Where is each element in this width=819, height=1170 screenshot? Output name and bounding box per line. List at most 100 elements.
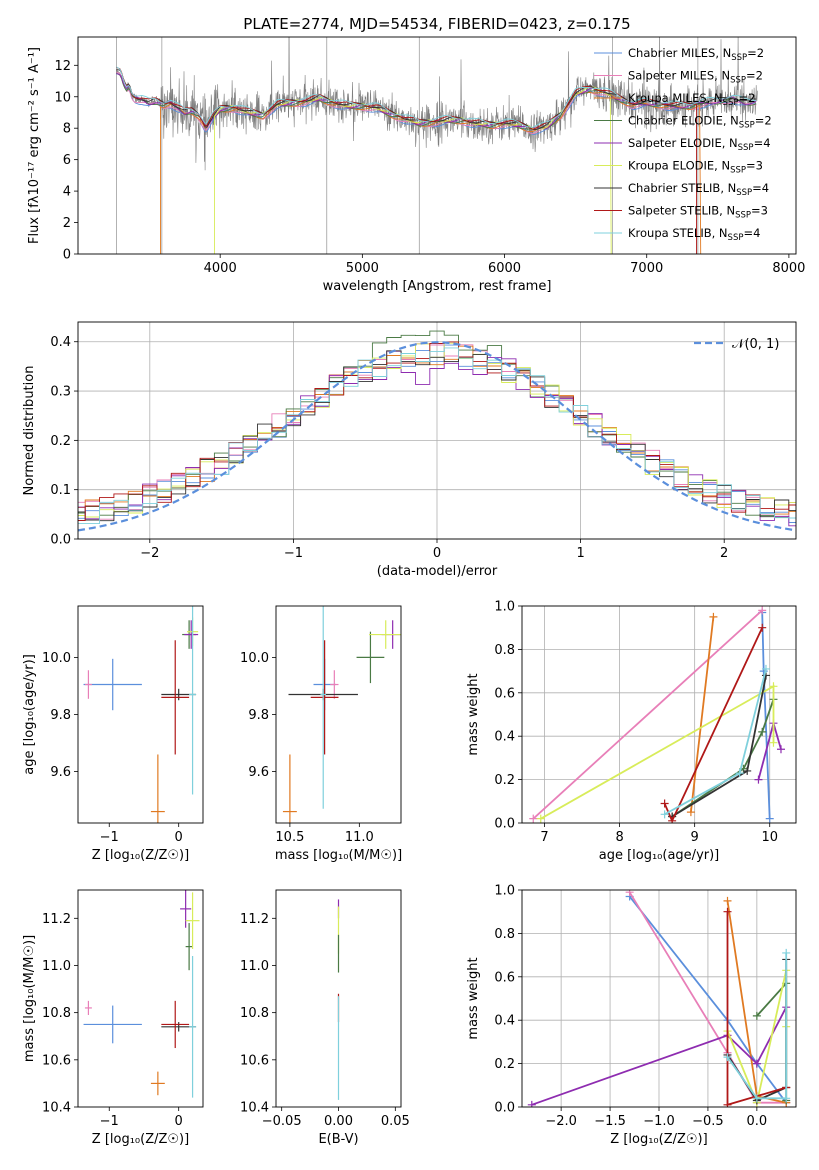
plot-area (83, 606, 199, 823)
axes-frame (77, 605, 204, 824)
errorbar-point-3 (150, 754, 165, 823)
legend-entry: Chabrier ELODIE, NSSP=2 (628, 114, 772, 131)
y-tick-label: 0.2 (50, 434, 71, 449)
legend: Chabrier MILES, NSSP=2 Salpeter MILES, NS… (594, 46, 772, 243)
y-tick-label: 9.6 (248, 765, 269, 780)
y-tick-label: 0.6 (494, 970, 515, 985)
legend-entry: 𝒩(0, 1) (732, 337, 779, 352)
x-tick-label: 10 (761, 830, 778, 845)
weight-marker (769, 738, 778, 747)
weight-marker (660, 810, 669, 819)
errorbar-point-2 (84, 1000, 92, 1016)
x-tick-label: 1 (576, 546, 584, 561)
legend-entry: Salpeter ELODIE, NSSP=4 (628, 136, 771, 153)
axes-frame (77, 889, 204, 1108)
weight-marker (758, 606, 767, 615)
x-tick-label: 7 (540, 830, 548, 845)
legend-entry: Salpeter MILES, NSSP=2 (628, 69, 763, 86)
x-tick-label: −0.05 (262, 1114, 302, 1129)
y-tick-label: 10.0 (42, 651, 71, 666)
plot-area (527, 890, 791, 1107)
normal-curve (78, 341, 796, 532)
x-tick-label: −1.0 (643, 1114, 675, 1129)
weight-marker (529, 814, 538, 823)
y-tick-label: 0.2 (494, 1057, 515, 1072)
weight-marker (723, 896, 732, 905)
x-tick-label: 0.00 (324, 1114, 353, 1129)
y-tick-label: 0.4 (494, 1014, 515, 1029)
x-tick-label: 10.5 (275, 830, 304, 845)
model-spectrum-8 (116, 67, 697, 254)
weight-marker (709, 612, 718, 621)
plot-area (78, 330, 796, 532)
weight-marker (735, 769, 744, 778)
residual-histogram-1 (78, 344, 796, 523)
model-spectrum-6 (214, 85, 612, 254)
y-tick-label: 0.3 (50, 385, 71, 400)
weight-marker (752, 1094, 761, 1103)
x-axis-label: Z [log₁₀(Z/Z☉)] (92, 1132, 189, 1147)
weight-marker (765, 814, 774, 823)
y-axis-label: age [log₁₀(age/yr)] (22, 654, 37, 775)
errorbar-point-9 (189, 956, 197, 1098)
weight-line-2 (532, 609, 763, 820)
y-tick-label: 10.8 (240, 1006, 269, 1021)
panel-mass_vs_Z: −1 0 10.4 10.6 10.8 11.0 11.2 Z [log₁₀(Z/Z☉)] ma… (22, 889, 204, 1147)
weight-line-3 (690, 616, 715, 813)
x-tick-label: 6000 (488, 261, 521, 276)
plot-area (282, 606, 401, 823)
x-tick-label: −1 (100, 1114, 119, 1129)
x-tick-label: 0 (175, 830, 183, 845)
weight-line-9 (664, 668, 767, 816)
weight-marker (769, 682, 778, 691)
residual-histogram-9 (78, 347, 796, 525)
y-tick-label: 9.8 (248, 708, 269, 723)
weight-marker (743, 766, 752, 775)
legend-entry: Chabrier MILES, NSSP=2 (628, 46, 764, 63)
errorbar-point-1 (83, 1005, 142, 1044)
x-tick-label: 4000 (204, 261, 237, 276)
y-tick-label: 0.4 (494, 730, 515, 745)
weight-marker (758, 727, 767, 736)
y-tick-label: 0.6 (494, 686, 515, 701)
y-tick-label: 6 (63, 153, 71, 168)
legend-entry: Salpeter STELIB, NSSP=3 (628, 204, 768, 221)
y-tick-label: 9.6 (50, 765, 71, 780)
y-tick-label: 8 (63, 122, 71, 137)
panel-mass_vs_ebv: −0.05 0.00 0.05 10.4 10.6 10.8 11.0 11.2 E(B-V) (240, 889, 410, 1147)
weight-marker (660, 799, 669, 808)
x-axis-label: age [log₁₀(age/yr)] (599, 848, 720, 863)
y-tick-label: 2 (63, 216, 71, 231)
x-tick-label: −2.0 (545, 1114, 577, 1129)
errorbar-point-1 (83, 658, 142, 711)
y-tick-label: 0.0 (50, 533, 71, 548)
x-axis-label: mass [log₁₀(M/M☉)] (275, 848, 402, 863)
panel-spectrum: 4000 5000 6000 7000 8000 0 2 4 6 8 10 12 wavelength … (27, 36, 805, 294)
y-tick-label: 11.0 (42, 959, 71, 974)
legend-entry: Kroupa STELIB, NSSP=4 (628, 226, 760, 243)
y-tick-label: 11.2 (240, 912, 269, 927)
x-tick-label: 7000 (630, 261, 663, 276)
weight-line-1 (628, 895, 787, 1104)
errorbar-point-9 (320, 606, 326, 809)
x-axis-label: wavelength [Angstrom, rest frame] (323, 279, 552, 294)
y-tick-label: 11.0 (240, 959, 269, 974)
weight-marker (761, 664, 770, 673)
x-tick-label: 0.05 (381, 1114, 410, 1129)
legend-entry: Chabrier STELIB, NSSP=4 (628, 181, 769, 198)
errorbar-point-8 (161, 1000, 190, 1049)
panel-age_vs_mass: 10.5 11.0 9.6 9.8 10.0 mass [log₁₀(M/M☉)] (240, 605, 402, 863)
weight-marker (723, 1100, 732, 1107)
y-tick-label: 11.2 (42, 912, 71, 927)
weight-marker (752, 1059, 761, 1068)
y-tick-label: 0.8 (494, 643, 515, 658)
legend-entry: Kroupa MILES, NSSP=2 (628, 91, 755, 108)
errorbar-point-5 (180, 890, 192, 928)
x-tick-label: −1 (284, 546, 303, 561)
x-tick-label: −0.5 (692, 1114, 724, 1129)
x-tick-label: 0 (175, 1114, 183, 1129)
residual-histogram-4 (78, 330, 796, 519)
x-tick-label: 0.0 (747, 1114, 768, 1129)
y-tick-label: 10.6 (240, 1053, 269, 1068)
y-tick-label: 0 (63, 248, 71, 263)
